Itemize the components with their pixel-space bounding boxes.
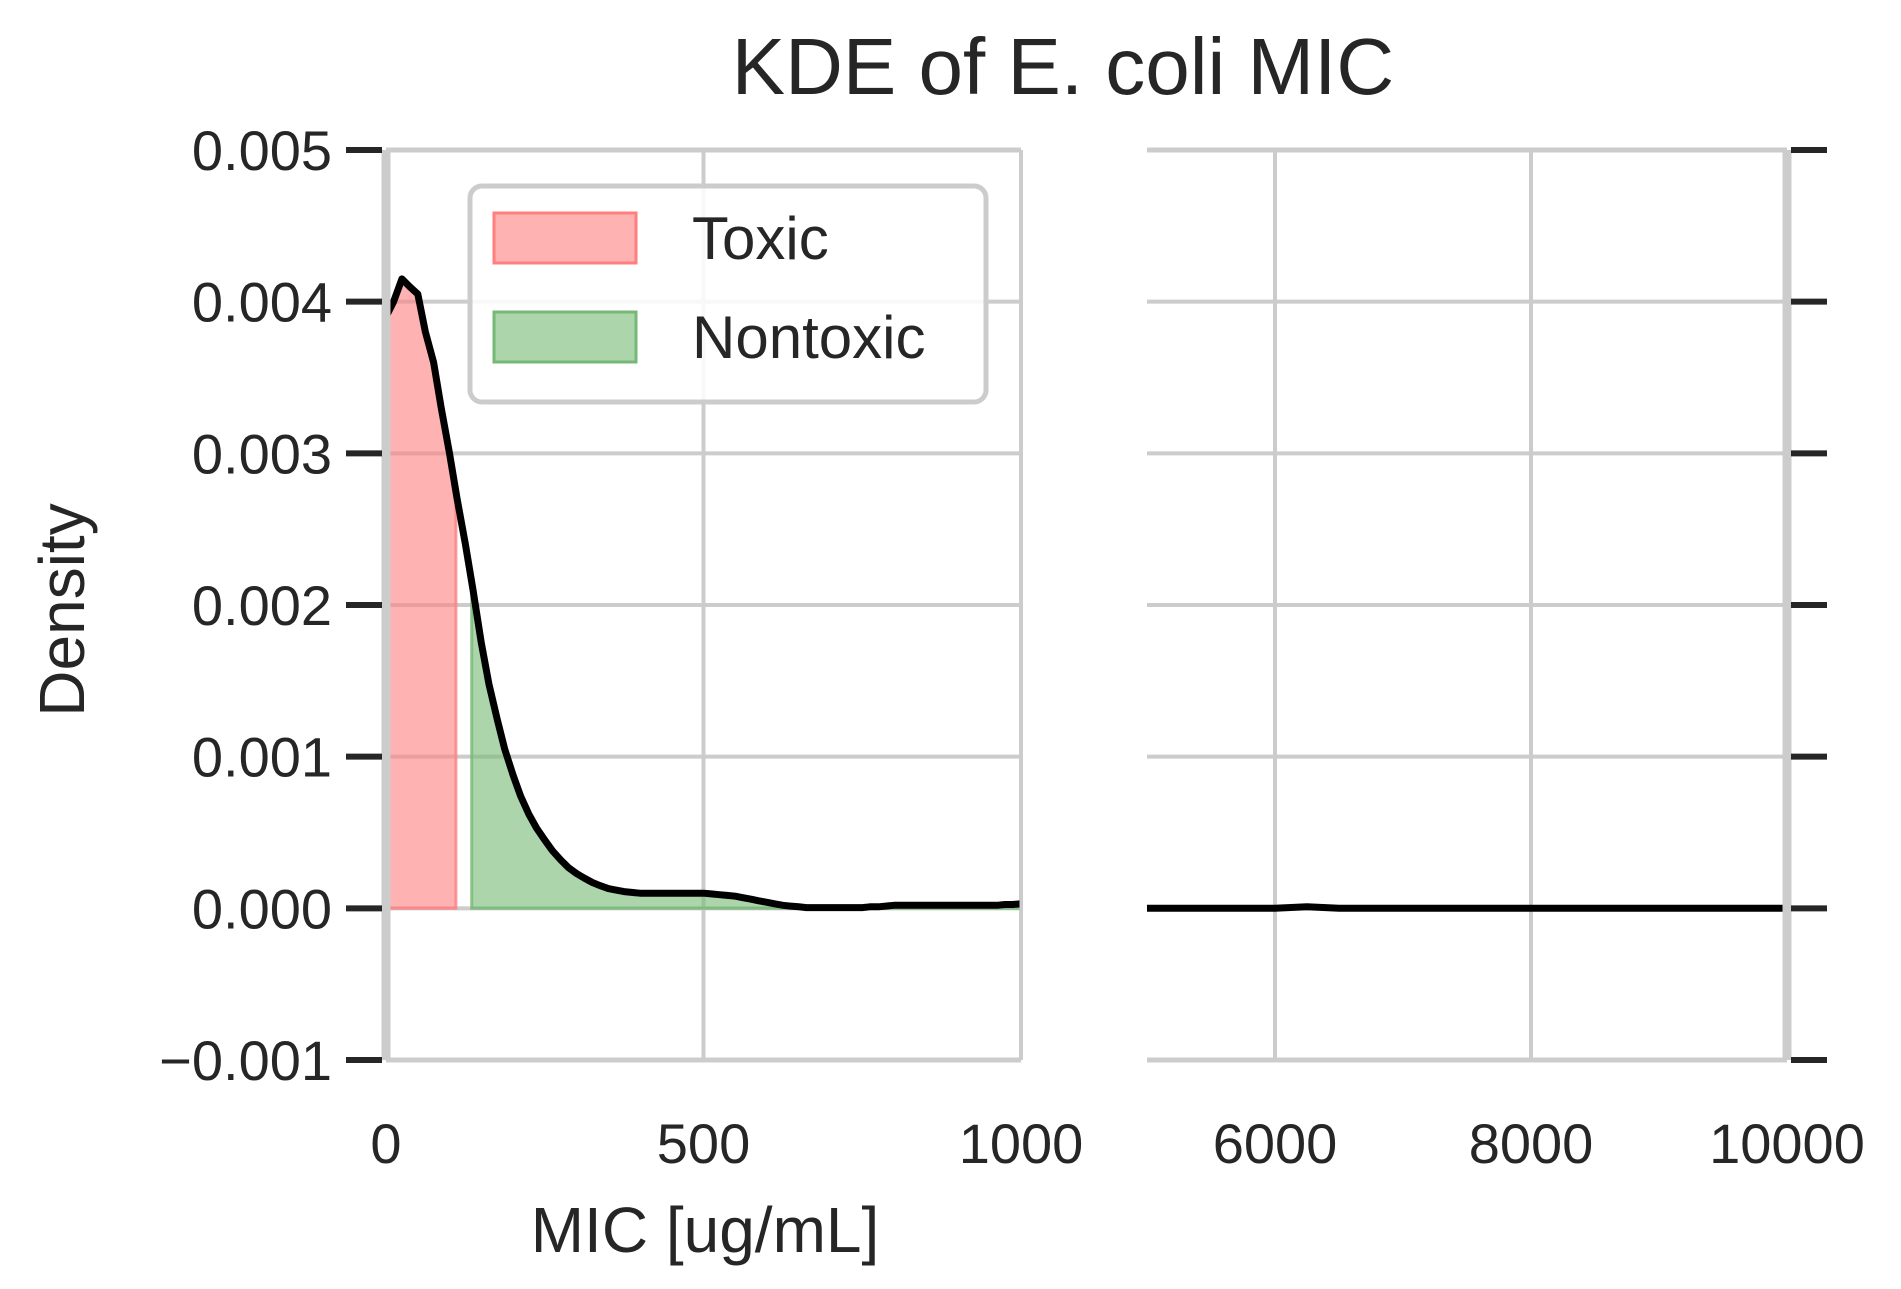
fill-toxic (384, 276, 458, 910)
y-tick-label: −0.001 (159, 1029, 332, 1092)
y-tick-label: 0.003 (192, 422, 332, 485)
legend: Toxic Nontoxic (467, 183, 989, 405)
x-tick-labels: 0 500 1000 6000 8000 10000 (370, 1112, 1864, 1175)
y-tick-label: 0.001 (192, 726, 332, 789)
legend-label-nontoxic: Nontoxic (692, 304, 925, 371)
y-tick-label: 0.000 (192, 877, 332, 940)
x-tick-label-left: 500 (657, 1112, 750, 1175)
legend-label-toxic: Toxic (692, 205, 829, 272)
left-panel (346, 147, 1023, 1063)
kde-curve-left (382, 275, 1022, 912)
right-grid (1147, 148, 1789, 1062)
x-tick-label-right: 8000 (1469, 1112, 1594, 1175)
left-curve-group (382, 275, 1022, 912)
x-tick-label-right: 10000 (1709, 1112, 1865, 1175)
chart-title: KDE of E. coli MIC (732, 22, 1394, 111)
fill-nontoxic (470, 582, 1023, 910)
legend-swatch-toxic (492, 211, 638, 265)
right-curve-group (1147, 903, 1787, 912)
y-tick-label: 0.002 (192, 574, 332, 637)
x-tick-label-left: 1000 (959, 1112, 1084, 1175)
x-tick-label-right: 6000 (1213, 1112, 1338, 1175)
x-axis-label: MIC [ug/mL] (531, 1194, 880, 1266)
legend-swatch-nontoxic (492, 310, 638, 364)
right-frame (1147, 147, 1792, 1063)
left-ticks (346, 147, 382, 1063)
y-tick-labels: 0.005 0.004 0.003 0.002 0.001 0.000 −0.001 (159, 119, 332, 1092)
y-tick-label: 0.005 (192, 119, 332, 182)
x-tick-label-left: 0 (370, 1112, 401, 1175)
right-panel (1147, 147, 1827, 1063)
y-tick-label: 0.004 (192, 271, 332, 334)
right-ticks (1791, 147, 1827, 1063)
y-axis-label: Density (26, 503, 98, 716)
kde-curve-right (1147, 903, 1787, 912)
left-frame (381, 147, 1023, 1063)
